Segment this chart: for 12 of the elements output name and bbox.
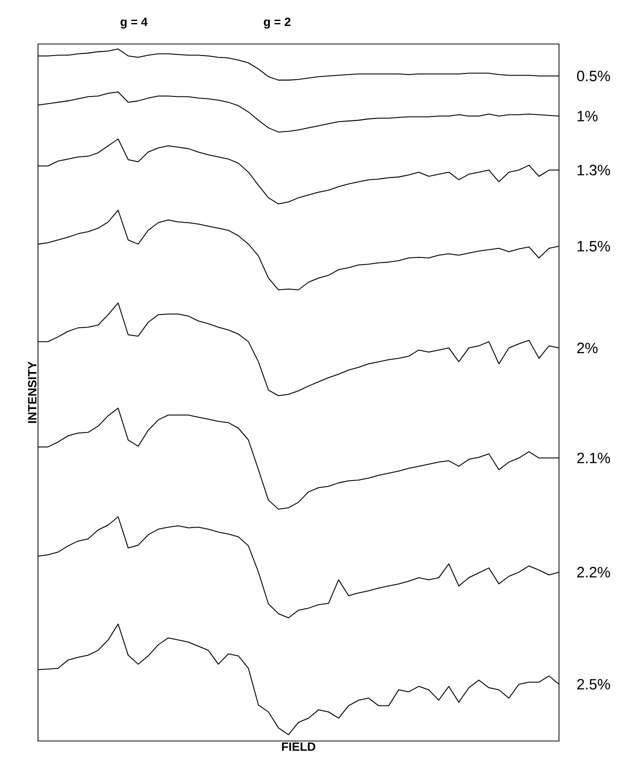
series-label: 2.1%	[577, 452, 610, 464]
series-label: 1.3%	[578, 164, 610, 176]
series-label: 1.5%	[578, 240, 610, 252]
series-label: 2%	[577, 342, 598, 354]
text: g = 4	[120, 18, 148, 29]
series-label: 1%	[578, 110, 598, 122]
y-axis-title: INTENSITY	[28, 361, 36, 423]
series-label: 0.5%	[577, 70, 610, 82]
series-label: 2.5%	[577, 678, 610, 690]
series-label: 2.2%	[577, 566, 610, 578]
x-axis-title: FIELD	[282, 742, 316, 751]
text: g = 2	[264, 18, 290, 29]
